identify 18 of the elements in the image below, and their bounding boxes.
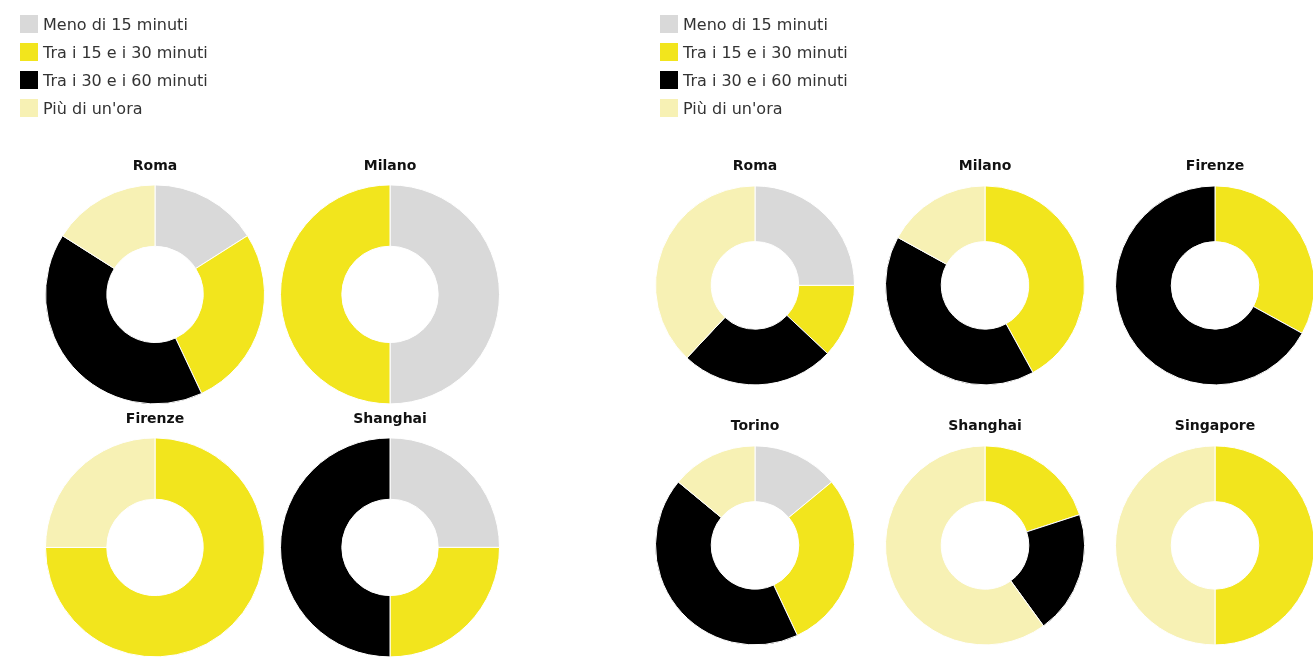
legend-label: Meno di 15 minuti — [43, 14, 188, 34]
legend-label: Tra i 15 e i 30 minuti — [683, 42, 848, 62]
slice-label: Roma — [132, 157, 178, 174]
slice-label: Singapore — [1174, 417, 1256, 434]
slice-label: Torino — [730, 417, 780, 434]
slice-label: Milano — [363, 157, 417, 174]
legend-label: Tra i 15 e i 30 minuti — [43, 42, 208, 62]
slice-label: Shanghai — [353, 410, 427, 427]
slice-label: Roma — [732, 157, 778, 174]
slice-label: Milano — [958, 157, 1012, 174]
slice-label: Firenze — [125, 410, 185, 427]
legend-label: Meno di 15 minuti — [683, 14, 828, 34]
legend-label: Tra i 30 e i 60 minuti — [43, 70, 208, 90]
legend-label: Più di un'ora — [683, 98, 783, 118]
legend-label: Più di un'ora — [43, 98, 143, 118]
slice-label: Shanghai — [948, 417, 1022, 434]
slice-label: Firenze — [1185, 157, 1245, 174]
legend-label: Tra i 30 e i 60 minuti — [683, 70, 848, 90]
